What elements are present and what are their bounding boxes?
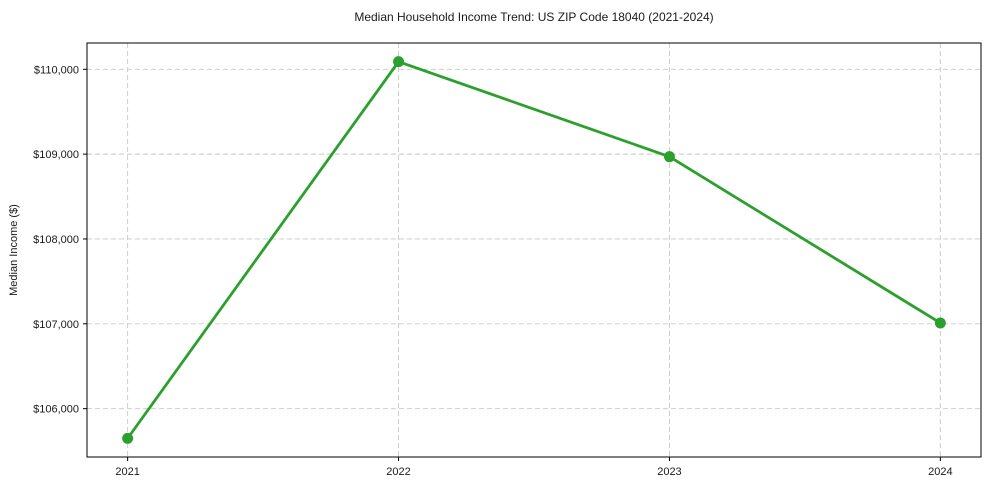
- y-tick-label: $106,000: [33, 404, 79, 416]
- trend-line: [126, 60, 942, 440]
- data-point-2024: [934, 317, 946, 329]
- y-tick-label: $110,000: [34, 64, 79, 76]
- x-tick-label: 2022: [386, 466, 410, 478]
- y-tick-label: $109,000: [33, 149, 79, 161]
- x-tick-label: 2021: [115, 466, 139, 478]
- x-tick-label: 2024: [928, 466, 952, 478]
- data-point-2021: [122, 432, 134, 444]
- data-point-2022: [393, 56, 405, 68]
- x-tick-label: 2023: [657, 466, 681, 478]
- axis-layer: $106,000 $107,000 $108,000 $109,000 $110,000…: [33, 64, 952, 478]
- y-tick-label: $107,000: [33, 319, 79, 331]
- data-point-2023: [663, 151, 675, 163]
- chart-title: Median Household Income Trend: US ZIP Co…: [354, 10, 713, 24]
- y-tick-label: $108,000: [33, 234, 79, 246]
- y-axis-label: Median Income ($): [8, 204, 20, 296]
- plot-border: [86, 42, 982, 458]
- series-layer: [122, 56, 946, 444]
- grid-layer: [87, 43, 981, 457]
